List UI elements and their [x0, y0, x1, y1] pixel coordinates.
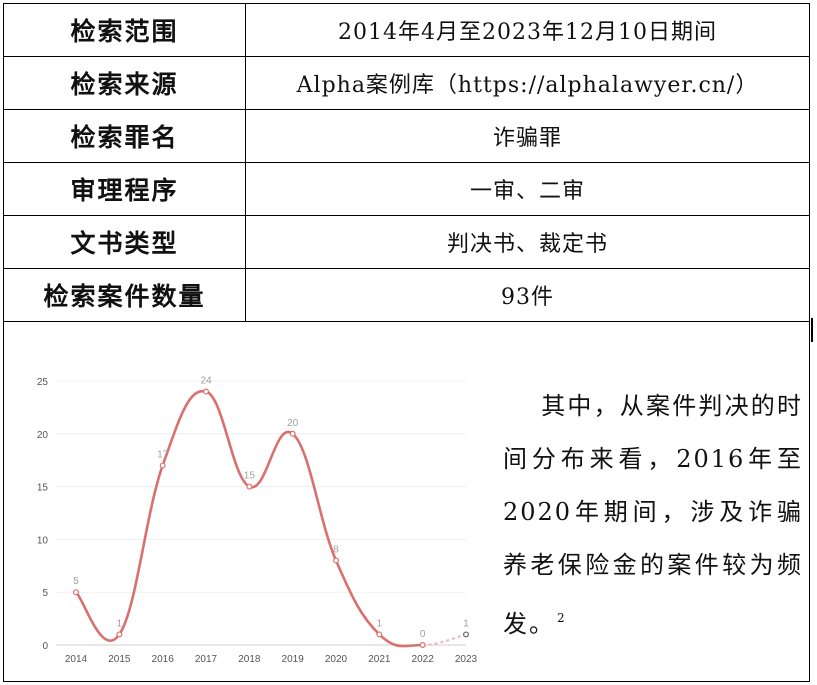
x-tick-label: 2019 — [282, 654, 305, 665]
footnote-marker: 2 — [557, 611, 567, 625]
data-label: 8 — [333, 545, 339, 556]
x-tick-label: 2023 — [455, 654, 478, 665]
data-point — [72, 589, 79, 596]
x-tick-label: 2014 — [65, 654, 88, 665]
data-point — [203, 388, 210, 395]
data-label: 1 — [377, 618, 383, 629]
data-label: 1 — [463, 618, 469, 629]
paragraph-text: 其中，从案件判决的时间分布来看，2016年至2020年期间，涉及诈骗养老保险金的… — [503, 392, 803, 638]
data-point — [463, 631, 470, 638]
x-tick-label: 2017 — [195, 654, 218, 665]
x-tick-label: 2018 — [238, 654, 261, 665]
data-point — [419, 642, 426, 649]
data-label: 17 — [157, 449, 169, 460]
table-row: 审理程序 一审、二审 — [3, 162, 810, 216]
row-label: 检索罪名 — [3, 109, 246, 163]
data-point — [159, 462, 166, 469]
y-tick-label: 25 — [37, 377, 49, 388]
table-row: 文书类型 判决书、裁定书 — [3, 215, 810, 269]
row-label: 检索来源 — [3, 56, 246, 110]
data-label: 5 — [73, 576, 79, 587]
data-label: 15 — [244, 471, 256, 482]
data-label: 20 — [287, 418, 299, 429]
table-row: 检索范围 2014年4月至2023年12月10日期间 — [3, 3, 810, 57]
row-value: 2014年4月至2023年12月10日期间 — [245, 3, 810, 57]
data-label: 0 — [420, 629, 426, 640]
x-tick-label: 2020 — [325, 654, 348, 665]
data-point — [333, 557, 340, 564]
row-label: 文书类型 — [3, 215, 246, 269]
analysis-paragraph: 其中，从案件判决的时间分布来看，2016年至2020年期间，涉及诈骗养老保险金的… — [503, 380, 803, 651]
row-value: 诈骗罪 — [245, 109, 810, 163]
x-tick-label: 2015 — [108, 654, 131, 665]
y-tick-label: 5 — [42, 588, 48, 599]
row-value: Alpha案例库（https://alphalawyer.cn/） — [245, 56, 810, 110]
table-row: 检索罪名 诈骗罪 — [3, 109, 810, 163]
series-line-dashed — [422, 633, 467, 647]
data-point — [116, 631, 123, 638]
search-criteria-table: 检索范围 2014年4月至2023年12月10日期间 检索来源 Alpha案例库… — [3, 3, 810, 322]
row-label: 审理程序 — [3, 162, 246, 216]
data-point — [376, 631, 383, 638]
text-cursor — [811, 318, 813, 342]
table-row: 检索来源 Alpha案例库（https://alphalawyer.cn/） — [3, 56, 810, 110]
row-label: 检索案件数量 — [3, 268, 246, 322]
table-row: 检索案件数量 93件 — [3, 268, 810, 322]
series-line — [74, 389, 423, 648]
row-value: 判决书、裁定书 — [245, 215, 810, 269]
row-label: 检索范围 — [3, 3, 246, 57]
y-tick-label: 15 — [37, 483, 49, 494]
y-tick-label: 0 — [42, 641, 48, 652]
x-tick-label: 2021 — [368, 654, 391, 665]
data-label: 24 — [200, 376, 212, 387]
y-tick-label: 20 — [37, 430, 49, 441]
row-value: 93件 — [245, 268, 810, 322]
data-point — [246, 483, 253, 490]
data-point — [289, 430, 296, 437]
data-label: 1 — [117, 618, 123, 629]
x-tick-label: 2022 — [412, 654, 435, 665]
y-tick-label: 10 — [37, 535, 49, 546]
x-tick-label: 2016 — [152, 654, 175, 665]
row-value: 一审、二审 — [245, 162, 810, 216]
